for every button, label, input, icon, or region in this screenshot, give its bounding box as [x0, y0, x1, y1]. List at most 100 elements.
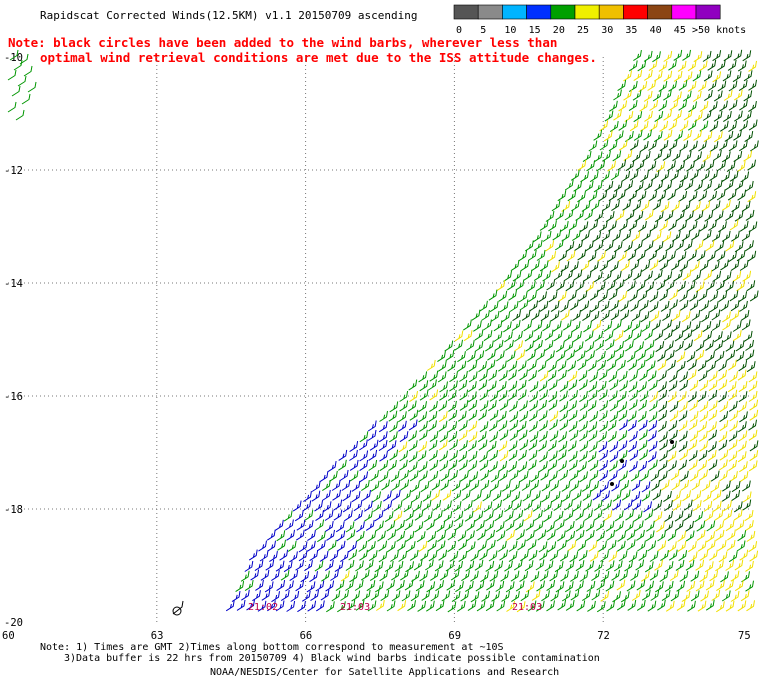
- wind-barb: [470, 591, 480, 603]
- wind-barb: [688, 250, 697, 262]
- wind-barb: [649, 569, 659, 581]
- time-label: 21:03: [340, 602, 370, 613]
- wind-barb: [634, 240, 643, 252]
- wind-barb: [488, 550, 498, 562]
- wind-barb: [584, 180, 594, 192]
- wind-barb: [592, 489, 602, 501]
- wind-barb: [609, 121, 619, 133]
- wind-barb: [712, 500, 722, 512]
- wind-barb: [275, 560, 285, 572]
- wind-barb: [383, 500, 393, 512]
- wind-barb: [648, 190, 658, 202]
- wind-barb: [673, 91, 682, 103]
- wind-barb: [538, 399, 547, 411]
- wind-barb: [723, 509, 733, 521]
- wind-barb: [548, 291, 558, 303]
- wind-barb: [509, 400, 518, 412]
- wind-barb: [429, 389, 439, 401]
- wind-barb: [672, 490, 681, 502]
- wind-barb: [542, 230, 552, 242]
- wind-barb: [748, 380, 758, 392]
- wind-barb: [384, 560, 394, 572]
- wind-barb: [331, 590, 341, 602]
- wind-barb: [640, 311, 650, 323]
- wind-barb: [605, 560, 615, 572]
- wind-barb: [391, 479, 401, 491]
- wind-barb: [647, 160, 657, 172]
- wind-barb: [707, 250, 716, 262]
- wind-barb: [674, 179, 684, 191]
- wind-barb: [488, 289, 498, 301]
- wind-barb: [527, 459, 537, 471]
- wind-barb: [720, 259, 729, 271]
- wind-barb: [607, 160, 616, 172]
- wind-barb: [714, 131, 723, 143]
- wind-barb: [544, 329, 554, 341]
- wind-barb: [612, 490, 622, 502]
- wind-barb: [700, 590, 709, 602]
- wind-barb: [494, 510, 504, 522]
- wind-barb: [379, 460, 389, 472]
- wind-barb: [662, 310, 671, 322]
- wind-barb: [379, 471, 389, 483]
- wind-barb: [17, 75, 27, 87]
- wind-barb: [722, 311, 731, 323]
- wind-barb: [728, 359, 737, 371]
- wind-barb: [311, 480, 321, 492]
- wind-barb: [667, 189, 677, 201]
- wind-barb: [716, 580, 725, 592]
- wind-barb: [378, 551, 388, 563]
- wind-barb: [720, 300, 730, 312]
- wind-barb: [582, 490, 592, 502]
- wind-barb: [267, 600, 276, 612]
- wind-barb: [568, 421, 578, 433]
- wind-barb: [481, 309, 490, 321]
- wind-barb: [728, 439, 738, 451]
- wind-barb: [608, 190, 618, 202]
- wind-barb: [589, 411, 599, 423]
- wind-barb: [611, 200, 620, 212]
- wind-barb: [470, 550, 479, 562]
- wind-barb: [507, 279, 516, 291]
- wind-barb: [261, 589, 271, 601]
- wind-barb: [606, 280, 616, 292]
- flag-dot: [610, 482, 614, 486]
- wind-barb: [439, 460, 449, 472]
- wind-barb: [676, 161, 685, 173]
- wind-barb: [734, 179, 744, 191]
- wind-barb: [477, 431, 487, 443]
- wind-barb: [519, 571, 529, 583]
- wind-barb: [621, 170, 631, 182]
- wind-barb: [546, 279, 556, 291]
- wind-barb: [519, 400, 528, 412]
- wind-barb: [359, 431, 369, 443]
- wind-barb: [417, 450, 427, 462]
- wind-barb: [636, 579, 646, 591]
- wind-barb: [623, 150, 633, 162]
- wind-barb: [454, 330, 464, 342]
- wind-barb: [240, 570, 250, 582]
- wind-barb: [603, 510, 613, 522]
- wind-barb: [452, 501, 462, 513]
- wind-barb: [309, 571, 318, 583]
- wind-barb: [614, 510, 624, 522]
- wind-barb: [671, 310, 681, 322]
- wind-barb: [465, 560, 475, 572]
- wind-barb: [579, 379, 588, 391]
- wind-barb: [728, 121, 737, 133]
- wind-barb: [695, 349, 705, 361]
- wind-barb: [479, 421, 489, 433]
- wind-barb: [431, 489, 441, 501]
- wind-barb: [683, 130, 692, 142]
- wind-barb: [633, 50, 642, 62]
- wind-barb: [636, 359, 646, 371]
- wind-barb: [437, 371, 447, 383]
- wind-barb: [599, 470, 609, 482]
- wind-barb: [490, 471, 500, 483]
- wind-barb: [444, 340, 454, 352]
- wind-barb: [712, 489, 722, 501]
- wind-barb: [686, 580, 696, 592]
- wind-barb: [548, 450, 558, 462]
- wind-barb: [486, 539, 496, 551]
- wind-barb: [587, 400, 597, 412]
